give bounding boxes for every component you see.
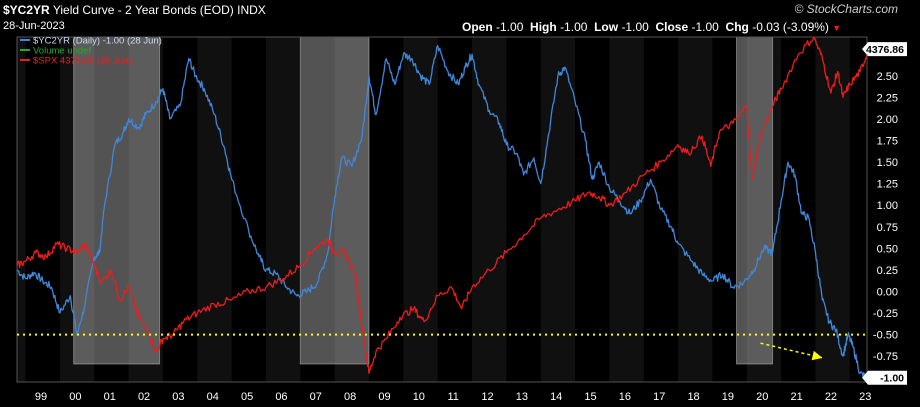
year-band xyxy=(746,37,782,382)
arrow-shaft xyxy=(760,342,823,359)
x-tick-label: 05 xyxy=(241,391,253,403)
close-label: Close xyxy=(655,20,689,34)
chg-label: Chg xyxy=(725,20,749,34)
spx-price-tag-bg xyxy=(862,42,907,57)
x-axis: 99 00 01 02 03 04 05 06 07 08 09 10 11 12 13 14 15 16 17 18… xyxy=(35,391,871,403)
symbol: $YC2YR xyxy=(3,3,50,17)
x-tick-label: 15 xyxy=(584,391,596,403)
x-tick-label: 23 xyxy=(859,391,871,403)
year-band xyxy=(334,37,370,382)
yc-price-tag-bg xyxy=(862,370,907,385)
x-tick-label: 03 xyxy=(172,391,184,403)
y-tick-label: 2.25 xyxy=(877,92,898,104)
year-band xyxy=(678,37,713,382)
x-tick-label: 00 xyxy=(69,391,81,403)
y-tick-label: 0.25 xyxy=(877,265,898,277)
y-tick-label: -0.25 xyxy=(873,308,898,320)
year-bands xyxy=(17,37,850,382)
chart-header: $YC2YR Yield Curve - 2 Year Bonds (EOD) … xyxy=(3,3,266,17)
x-tick-label: 22 xyxy=(825,391,837,403)
recession-band xyxy=(73,36,161,365)
year-band xyxy=(265,37,301,382)
y-tick-label: -0.75 xyxy=(873,351,898,363)
x-tick-label: 01 xyxy=(104,391,116,403)
y-tick-label: 1.50 xyxy=(877,157,898,169)
low-label: Low xyxy=(594,20,619,34)
exchange: INDX xyxy=(237,3,266,17)
x-tick-label: 10 xyxy=(413,391,425,403)
x-tick-label: 20 xyxy=(756,391,768,403)
open-value: -1.00 xyxy=(496,20,524,34)
spx-series-line xyxy=(16,36,868,375)
high-value: -1.00 xyxy=(560,20,588,34)
chart-date: 28-Jun-2023 xyxy=(3,20,65,32)
year-band xyxy=(59,37,95,382)
year-band xyxy=(197,37,232,382)
x-tick-label: 99 xyxy=(35,391,47,403)
price-tags: 4376.86 -1.00 xyxy=(862,42,907,385)
low-value: -1.00 xyxy=(621,20,649,34)
open-label: Open xyxy=(462,20,493,34)
y-tick-label: 2.50 xyxy=(877,71,898,83)
close-value: -1.00 xyxy=(691,20,719,34)
chg-value: -0.03 (-3.09%) xyxy=(752,20,829,34)
yc-price-tag: -1.00 xyxy=(880,373,904,385)
ohlc-readout: Open -1.00 High -1.00 Low -1.00 Close -1… xyxy=(462,20,841,34)
spx-price-tag: 4376.86 xyxy=(866,44,904,56)
down-triangle-icon: ▼ xyxy=(832,23,842,33)
year-band xyxy=(128,37,163,382)
x-tick-label: 07 xyxy=(310,391,322,403)
x-tick-label: 18 xyxy=(687,391,699,403)
arrow-head xyxy=(811,350,823,361)
spx-legend-text: $SPX 4376.86 (28 Jun) xyxy=(33,56,132,67)
year-band xyxy=(472,37,507,382)
y-tick-label: 1.00 xyxy=(877,200,898,212)
year-band xyxy=(17,37,26,382)
x-tick-label: 06 xyxy=(275,391,287,403)
recession-band xyxy=(735,36,774,365)
y-axis: 2.50 2.25 2.00 1.75 1.50 1.25 1.00 0.75 0.50 0.25… xyxy=(873,71,898,363)
trend-arrow xyxy=(760,342,823,361)
x-tick-label: 12 xyxy=(481,391,493,403)
yc-series-line xyxy=(16,44,868,379)
x-tick-label: 14 xyxy=(550,391,562,403)
series-layer xyxy=(16,36,868,379)
x-tick-label: 09 xyxy=(378,391,390,403)
y-tick-label: 1.25 xyxy=(877,179,898,191)
x-tick-label: 19 xyxy=(722,391,734,403)
high-label: High xyxy=(530,20,557,34)
y-tick-label: 0.50 xyxy=(877,243,898,255)
x-tick-label: 21 xyxy=(790,391,802,403)
x-tick-label: 13 xyxy=(516,391,528,403)
x-tick-label: 17 xyxy=(653,391,665,403)
volume-legend-text: Volume undef xyxy=(33,46,91,57)
y-tick-label: 0.00 xyxy=(877,286,898,298)
year-band xyxy=(403,37,438,382)
x-tick-label: 16 xyxy=(619,391,631,403)
y-tick-label: 2.00 xyxy=(877,114,898,126)
x-tick-label: 08 xyxy=(344,391,356,403)
year-band xyxy=(815,37,850,382)
y-tick-label: 1.75 xyxy=(877,136,898,148)
chart-title: Yield Curve - 2 Year Bonds (EOD) xyxy=(52,3,234,17)
x-tick-label: 02 xyxy=(138,391,150,403)
x-tick-label: 04 xyxy=(207,391,219,403)
x-tick-label: 11 xyxy=(447,391,458,403)
legend: $YC2YR (Daily) -1.00 (28 Jun)Volume unde… xyxy=(20,36,162,67)
plot-frame xyxy=(16,36,868,383)
y-tick-label: -0.50 xyxy=(873,330,898,342)
y-tick-label: 0.75 xyxy=(877,222,898,234)
stockcharts-watermark: © StockCharts.com xyxy=(794,2,898,16)
yc-legend-text: $YC2YR (Daily) -1.00 (28 Jun) xyxy=(33,36,162,47)
